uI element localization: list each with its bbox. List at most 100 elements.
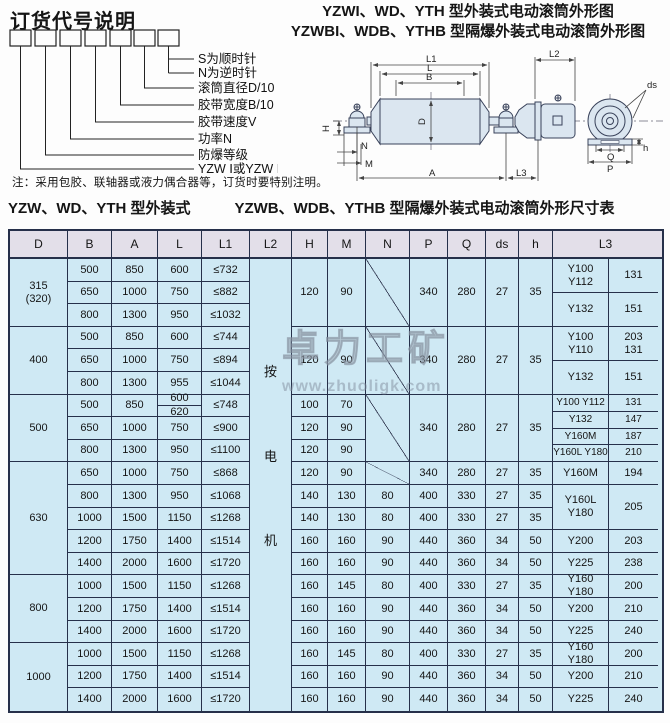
cell-line: Y132 bbox=[567, 303, 594, 316]
cell-line: 34 bbox=[495, 534, 509, 547]
table-cell-B: 1000 bbox=[68, 508, 111, 530]
table-column-L: 600 750 950 600 750 955 600 620 750 950 750 950 1150… bbox=[158, 259, 202, 711]
cell-line: 27 bbox=[495, 466, 509, 479]
table-cell-Q: 280 bbox=[448, 462, 485, 485]
cell-line: 340 bbox=[419, 354, 438, 367]
cell-line: 194 bbox=[624, 466, 643, 479]
table-cell-ds: 27 bbox=[486, 485, 518, 508]
table-cell-H: 160 bbox=[292, 553, 327, 575]
table-cell-H: 120 bbox=[292, 417, 327, 440]
cell-line: 120 bbox=[300, 354, 319, 367]
table-cell-A: 1750 bbox=[112, 666, 157, 688]
cell-line: 240 bbox=[624, 693, 643, 706]
cell-line: 210 bbox=[625, 447, 642, 459]
table-cell-L: 1150 bbox=[158, 575, 201, 598]
table-cell-M: 160 bbox=[328, 688, 365, 711]
table-cell-L: 1600 bbox=[158, 553, 201, 575]
cell-line: (320) bbox=[25, 292, 52, 305]
cell-line: 800 bbox=[80, 308, 99, 321]
cell-line: 500 bbox=[80, 331, 99, 344]
cell-line: ≤1720 bbox=[210, 625, 241, 638]
table-cell-P: 340 bbox=[410, 395, 447, 462]
table-cell-N bbox=[366, 259, 409, 327]
table-cell-A: 1750 bbox=[112, 598, 157, 621]
cell-line: 90 bbox=[381, 602, 394, 615]
cell-line: 80 bbox=[381, 512, 394, 525]
table-cell-Q: 330 bbox=[448, 485, 485, 508]
cell-line: 750 bbox=[170, 421, 189, 434]
dim-L1: L1 bbox=[426, 54, 437, 65]
cell-line: ≤1720 bbox=[210, 693, 241, 706]
cell-line: 850 bbox=[125, 263, 144, 276]
table-cell-N bbox=[366, 462, 409, 485]
table-cell-L1: ≤1100 bbox=[202, 440, 249, 462]
table-cell-L3a: Y160 Y180 bbox=[553, 573, 608, 598]
table-cell-A: 2000 bbox=[112, 688, 157, 711]
cell-line: 90 bbox=[381, 670, 394, 683]
cell-line: 160 bbox=[337, 557, 356, 570]
dimension-labels: L1 L B L2 H N M A L3 Q P h ds bbox=[321, 49, 657, 179]
table-cell-A: 1500 bbox=[112, 643, 157, 666]
table-cell-ds: 27 bbox=[486, 462, 518, 485]
table-cell-h: 35 bbox=[519, 462, 552, 485]
table-cell-A: 1000 bbox=[112, 282, 157, 304]
column-header-B: B bbox=[68, 231, 112, 257]
table-cell-h: 50 bbox=[519, 530, 552, 553]
table-cell-P: 400 bbox=[410, 485, 447, 508]
table-cell-P: 440 bbox=[410, 598, 447, 621]
cell-line: 80 bbox=[381, 579, 394, 592]
table-cell-ds: 27 bbox=[486, 259, 518, 327]
cell-line: 750 bbox=[170, 353, 189, 366]
table-cell-L3b: 210 bbox=[609, 666, 658, 688]
cell-line: Y225 bbox=[567, 625, 594, 638]
table-cell-H: 160 bbox=[292, 530, 327, 553]
table-column-L1: ≤732 ≤882 ≤1032 ≤744 ≤894 ≤1044 ≤748 ≤900 ≤1100 ≤… bbox=[202, 259, 250, 711]
table-cell-L3a: Y225 bbox=[553, 553, 608, 575]
cell-line: 600 bbox=[170, 331, 189, 344]
table-cell-N: 90 bbox=[366, 621, 409, 643]
table-cell-Q: 280 bbox=[448, 259, 485, 327]
cell-line: 360 bbox=[457, 602, 476, 615]
table-cell-H: 160 bbox=[292, 688, 327, 711]
cell-line: 1000 bbox=[77, 579, 102, 592]
table-cell-M: 70 bbox=[328, 395, 365, 417]
cell-line: 34 bbox=[495, 602, 509, 615]
table-cell-L1: ≤1514 bbox=[202, 598, 249, 621]
table-cell-ds: 34 bbox=[486, 666, 518, 688]
cell-line: 360 bbox=[457, 557, 476, 570]
cell-line: 145 bbox=[337, 579, 356, 592]
table-cell-ds: 27 bbox=[486, 327, 518, 395]
table-cell-L3a: Y160L Y180 bbox=[553, 445, 608, 462]
cell-line: 160 bbox=[300, 625, 319, 638]
cell-line: 35 bbox=[529, 489, 542, 502]
table-cell-Q: 280 bbox=[448, 327, 485, 395]
table-cell-L: 1400 bbox=[158, 530, 201, 553]
table-cell-L1: ≤1268 bbox=[202, 508, 249, 530]
cell-line: 1400 bbox=[77, 693, 102, 706]
table-cell-M: 90 bbox=[328, 259, 365, 327]
table-cell-L3a: Y100 Y112 bbox=[553, 395, 608, 412]
table-cell-L3b: 200 bbox=[609, 575, 658, 598]
cell-line: Y132 bbox=[567, 371, 594, 384]
table-cell-L1: ≤882 bbox=[202, 282, 249, 304]
table-column-D: 315 (320) 400 500 630 800 1000 bbox=[10, 259, 68, 711]
dim-ds: ds bbox=[647, 80, 657, 91]
code-label: 滚筒直径D/10 bbox=[198, 80, 274, 95]
table-cell-L3a: Y160M bbox=[553, 462, 608, 485]
cell-line: 330 bbox=[457, 579, 476, 592]
cell-line: 500 bbox=[80, 263, 99, 276]
drum-outline-drawing: D bbox=[321, 49, 663, 181]
table-cell-N: 90 bbox=[366, 530, 409, 553]
cell-line: 35 bbox=[529, 647, 542, 660]
cell-line: 200 bbox=[624, 647, 643, 660]
table-cell-L3a: Y225 bbox=[553, 621, 608, 643]
table-cell-Q: 360 bbox=[448, 621, 485, 643]
table-cell-Q: 330 bbox=[448, 508, 485, 530]
cell-line: Y100 bbox=[567, 262, 594, 275]
table-column-B: 500 650 800 500 650 800 500 650 800 650 800 1000 120… bbox=[68, 259, 112, 711]
l2-char: 按 bbox=[263, 363, 277, 379]
table-cell-N: 90 bbox=[366, 688, 409, 711]
table-cell-A: 1300 bbox=[112, 372, 157, 395]
